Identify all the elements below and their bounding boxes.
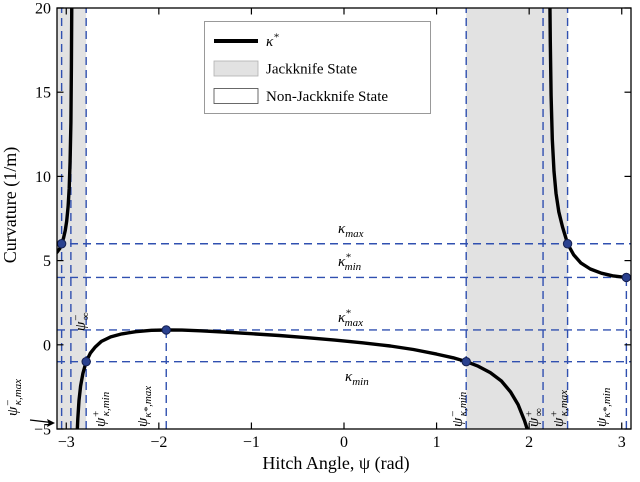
label-main: ψ — [93, 417, 109, 427]
label-sup: * — [345, 307, 351, 319]
data-point-marker — [621, 272, 632, 283]
label-sup: − — [2, 399, 14, 406]
label-sub: κ,min — [457, 391, 469, 416]
label-main: ψ — [594, 417, 610, 427]
label-main: κ — [338, 221, 346, 237]
x-tick-label: 2 — [525, 434, 533, 451]
x-tick-label: −1 — [243, 434, 260, 451]
psi-label: ψ−κ,max — [2, 379, 24, 416]
legend-entry-label: Non-Jackknife State — [266, 89, 388, 105]
x-tick-label: 3 — [618, 434, 626, 451]
legend-entry-label: Jackknife State — [266, 62, 358, 78]
psi-label: ψ+κ,min — [90, 391, 112, 427]
kappa-limit-label: κ* min — [338, 251, 362, 273]
label-sub: κ,max — [12, 379, 24, 405]
label-main: ψ — [73, 321, 89, 331]
kappa-limit-label: κmax — [338, 221, 364, 240]
label-main: ψ — [551, 417, 567, 427]
y-tick-label: 5 — [43, 253, 51, 270]
x-tick-label: 0 — [340, 434, 348, 451]
label-sup: + — [90, 410, 102, 417]
label-sub: min — [345, 261, 362, 273]
legend-nonjackknife-swatch — [213, 88, 259, 104]
legend-jackknife-swatch — [213, 60, 259, 77]
psi-label: ψ+∞ — [523, 408, 545, 427]
label-main: κ — [345, 369, 353, 385]
label-sup: + — [548, 410, 560, 417]
y-tick-label: 20 — [35, 1, 51, 18]
y-axis-title: Curvature (1/m) — [0, 147, 21, 263]
label-main: κ — [338, 254, 346, 270]
data-point-marker — [81, 356, 91, 367]
label-main: κ — [338, 310, 346, 326]
label-sup: * — [273, 31, 279, 43]
data-point-markers — [56, 239, 632, 367]
label-sup: * — [345, 251, 351, 263]
psi-label: ψκ*,min — [594, 387, 613, 427]
data-point-marker — [161, 325, 171, 335]
psi-label: ψ+κ,max — [548, 390, 570, 427]
x-tick-label: −2 — [150, 434, 167, 451]
psi-label: ψ−∞ — [70, 312, 92, 331]
y-tick-label: 15 — [35, 85, 51, 102]
label-main: ψ — [526, 417, 542, 427]
legend-entry-label: κ* — [266, 31, 279, 50]
label-sup: + — [523, 410, 535, 417]
data-point-marker — [461, 356, 471, 367]
label-sub: ∞ — [533, 408, 545, 416]
legend: κ* Jackknife State Non-Jackknife State — [204, 21, 431, 114]
label-sub: κ*,max — [142, 386, 154, 418]
psi-label-arrow-head — [47, 419, 55, 427]
kappa-limit-label: κmin — [345, 369, 369, 388]
kappa-limit-label: κ* max — [338, 307, 363, 329]
kappa-star-curve — [75, 328, 529, 429]
label-main: κ — [266, 34, 274, 50]
label-main: Non-Jackknife State — [266, 89, 388, 105]
psi-label: ψκ*,max — [135, 386, 154, 427]
axis-ticks — [57, 7, 631, 430]
psi-label: ψ−κ,min — [447, 391, 469, 427]
label-main: ψ — [450, 417, 466, 427]
label-sub: κ,min — [100, 391, 112, 416]
y-tick-label: 10 — [35, 169, 51, 186]
tick-labels: −3 −2 −1 0 1 2 3 −5 0 5 10 15 20 — [34, 1, 626, 452]
data-point-marker — [562, 239, 573, 249]
label-sub: ∞ — [80, 312, 92, 320]
data-point-marker — [56, 239, 67, 249]
label-sup: − — [447, 410, 459, 417]
x-tick-label: 1 — [433, 434, 441, 451]
label-sup: − — [70, 314, 82, 321]
x-tick-label: −3 — [58, 434, 75, 451]
label-sub: max — [345, 228, 363, 240]
psi-labels: ψ−κ,maxψ−∞ψ+κ,minψκ*,maxψ−κ,minψ+∞ψ+κ,ma… — [2, 312, 613, 427]
label-main: Jackknife State — [266, 62, 358, 78]
label-sub: κ,max — [558, 390, 570, 416]
label-main: ψ — [5, 406, 21, 416]
kappa-star-curve — [548, 8, 631, 280]
label-sub: max — [345, 317, 363, 329]
label-main: ψ — [135, 417, 151, 427]
y-tick-label: 0 — [43, 337, 51, 354]
label-sub: κ*,min — [601, 387, 613, 418]
x-axis-title: Hitch Angle, ψ (rad) — [262, 453, 409, 474]
label-sub: min — [352, 376, 369, 388]
y-tick-label: −5 — [34, 422, 51, 439]
